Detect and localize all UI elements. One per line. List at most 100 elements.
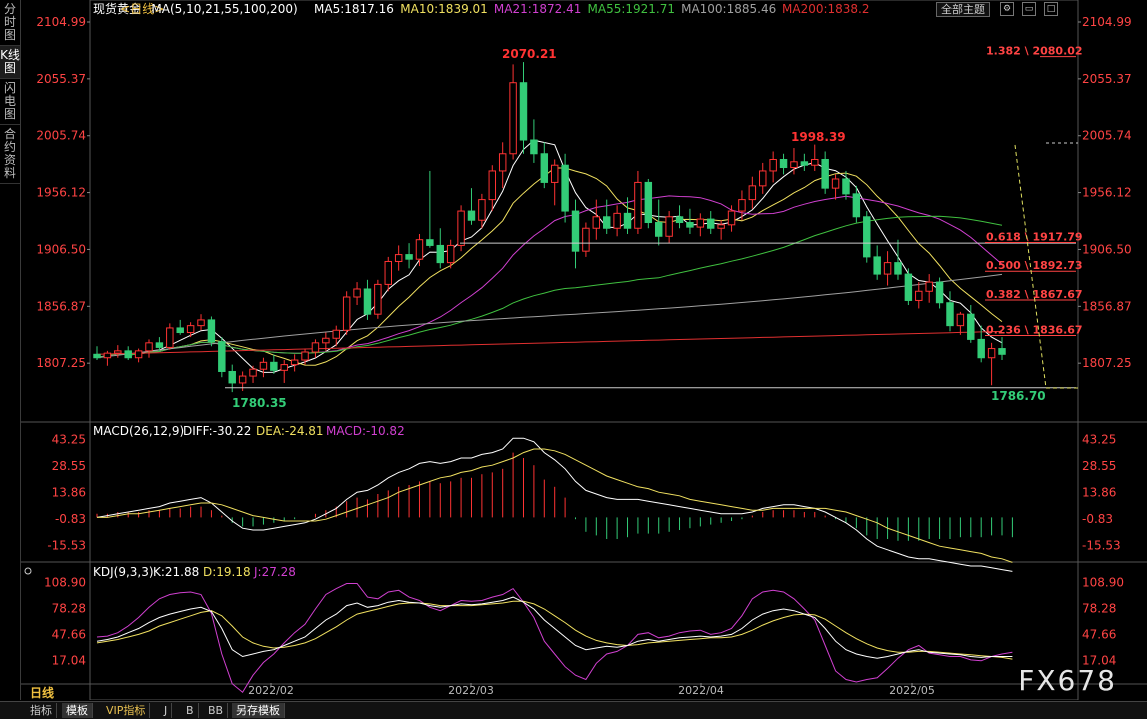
candle-body[interactable] [498, 153, 507, 172]
candle-body[interactable] [977, 338, 985, 359]
candle-body[interactable] [394, 254, 403, 262]
candle-body[interactable] [270, 361, 278, 371]
tab-contract-info[interactable]: 合约资料 [0, 125, 20, 184]
maximize-icon[interactable]: □ [1044, 2, 1058, 16]
candle-body[interactable] [904, 273, 913, 301]
candle-body[interactable] [644, 181, 653, 224]
candle-body[interactable] [415, 239, 424, 260]
candle-body[interactable] [623, 212, 632, 229]
candle-body[interactable] [457, 210, 465, 246]
candle-body[interactable] [374, 283, 382, 315]
candle-body[interactable] [582, 227, 590, 252]
candle-body[interactable] [176, 327, 184, 334]
candle-body[interactable] [946, 302, 954, 327]
candle-body[interactable] [602, 216, 611, 229]
candle-body[interactable] [249, 368, 257, 377]
candle-body[interactable] [842, 178, 850, 195]
candle-body[interactable] [155, 342, 164, 348]
candle-body[interactable] [613, 212, 621, 229]
candle-body[interactable] [103, 352, 112, 359]
candle-body[interactable] [301, 351, 309, 361]
candle-body[interactable] [561, 164, 569, 212]
candle-body[interactable] [363, 288, 372, 315]
candle-body[interactable] [540, 153, 549, 183]
candle-body[interactable] [748, 185, 757, 201]
candle-body[interactable] [769, 158, 777, 172]
candle-body[interactable] [134, 350, 143, 359]
candle-body[interactable] [290, 359, 299, 366]
tab-b[interactable]: B [182, 703, 199, 718]
candle-body[interactable] [353, 288, 361, 298]
panel-settings-icon[interactable] [24, 567, 32, 575]
candle-body[interactable] [738, 199, 746, 212]
candle-body[interactable] [186, 325, 195, 334]
candle-body[interactable] [322, 337, 330, 344]
candle-body[interactable] [145, 342, 153, 352]
candle-body[interactable] [530, 139, 538, 155]
candle-body[interactable] [228, 370, 236, 384]
candle-body[interactable] [987, 348, 996, 359]
candle-body[interactable] [342, 296, 351, 331]
candle-body[interactable] [571, 210, 580, 252]
candle-body[interactable] [436, 244, 445, 264]
candle-body[interactable] [686, 222, 694, 228]
candle-body[interactable] [675, 216, 684, 224]
candle-body[interactable] [311, 342, 320, 353]
tab-j[interactable]: J [160, 703, 173, 718]
candle-body[interactable] [925, 281, 933, 292]
candle-body[interactable] [790, 161, 798, 169]
candle-body[interactable] [935, 281, 944, 304]
candle-body[interactable] [218, 341, 226, 372]
candle-body[interactable] [238, 375, 247, 384]
candle-body[interactable] [478, 199, 486, 221]
period-badge[interactable]: 日线 [30, 686, 55, 700]
candle-body[interactable] [998, 348, 1006, 355]
tab-template[interactable]: 模板 [62, 703, 93, 718]
candle-body[interactable] [915, 290, 923, 301]
tab-save-template[interactable]: 另存模板 [232, 703, 285, 718]
candle-body[interactable] [634, 181, 642, 229]
candle-body[interactable] [863, 216, 871, 258]
candle-body[interactable] [967, 313, 975, 340]
candle-body[interactable] [114, 350, 122, 354]
candle-body[interactable] [779, 158, 788, 169]
candle-body[interactable] [727, 210, 736, 226]
candle-body[interactable] [821, 158, 829, 189]
candle-body[interactable] [124, 350, 132, 359]
candle-body[interactable] [883, 262, 892, 275]
theme-select[interactable]: 全部主题 [936, 1, 990, 17]
candle-body[interactable] [332, 329, 340, 339]
candle-body[interactable] [166, 327, 174, 348]
candle-body[interactable] [207, 319, 216, 343]
candle-body[interactable] [426, 239, 434, 246]
chart-canvas[interactable]: 现货黄金<日线>MA(5,10,21,55,100,200) MA5:1817.1… [0, 0, 1147, 700]
candle-body[interactable] [696, 218, 705, 228]
candle-body[interactable] [759, 170, 767, 187]
candle-body[interactable] [467, 210, 476, 221]
tab-kline[interactable]: K线图 [0, 46, 20, 79]
candle-body[interactable] [550, 164, 559, 183]
candle-body[interactable] [405, 254, 413, 260]
candle-body[interactable] [873, 256, 881, 275]
tab-vip-indicator[interactable]: VIP指标 [102, 703, 151, 718]
candle-body[interactable] [384, 260, 392, 285]
candle-body[interactable] [519, 82, 528, 141]
candle-body[interactable] [956, 313, 965, 327]
tab-bb[interactable]: BB [204, 703, 229, 718]
candle-body[interactable] [852, 193, 861, 218]
candle-body[interactable] [488, 170, 497, 201]
candle-body[interactable] [592, 216, 601, 229]
candle-body[interactable] [800, 161, 809, 166]
candle-body[interactable] [707, 218, 715, 229]
candle-body[interactable] [811, 158, 819, 166]
tab-indicator[interactable]: 指标 [26, 703, 57, 718]
candle-body[interactable] [717, 224, 725, 229]
candle-body[interactable] [446, 244, 455, 264]
candle-body[interactable] [197, 319, 205, 327]
tab-flash-chart[interactable]: 闪电图 [0, 79, 20, 125]
minimize-icon[interactable]: ▭ [1022, 2, 1036, 16]
candle-body[interactable] [259, 361, 268, 370]
candle-body[interactable] [654, 222, 663, 237]
candle-body[interactable] [894, 262, 902, 275]
candle-body[interactable] [93, 353, 101, 359]
